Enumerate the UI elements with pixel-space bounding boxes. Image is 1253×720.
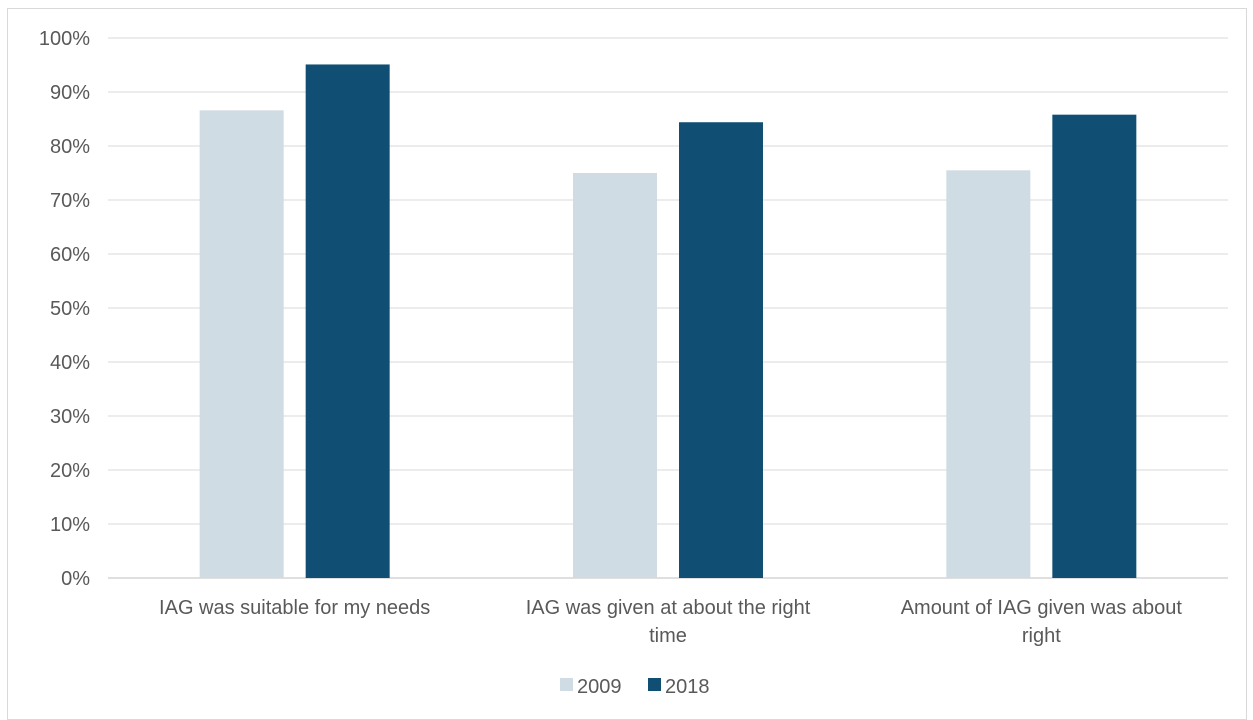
y-tick-label: 80%	[50, 136, 90, 158]
legend: 2009 2018	[560, 676, 710, 698]
bar-2009-3	[946, 170, 1031, 579]
legend-label-2018: 2018	[665, 676, 710, 698]
bar-2009-1	[199, 110, 284, 579]
bar-2018-3	[1052, 114, 1137, 579]
x-category-label: time	[649, 625, 687, 647]
bar-2018-2	[679, 122, 763, 579]
gridlines	[108, 37, 1228, 579]
y-tick-label: 90%	[50, 82, 90, 104]
x-category-label: IAG was given at about the right	[526, 597, 811, 619]
y-tick-label: 50%	[50, 298, 90, 320]
y-tick-label: 100%	[39, 28, 90, 50]
x-axis: IAG was suitable for my needs IAG was giv…	[159, 597, 1182, 647]
legend-swatch-2018	[648, 678, 661, 691]
y-tick-label: 60%	[50, 244, 90, 266]
y-axis: 0% 10% 20% 30% 40% 50% 60% 70% 80% 90% 100%	[39, 28, 90, 590]
y-tick-label: 70%	[50, 190, 90, 212]
legend-swatch-2009	[560, 678, 573, 691]
bar-2018-1	[305, 64, 390, 578]
x-category-label: right	[1022, 625, 1061, 647]
bars	[199, 64, 1137, 579]
y-tick-label: 20%	[50, 460, 90, 482]
y-tick-label: 0%	[61, 568, 90, 590]
x-category-label: Amount of IAG given was about	[901, 597, 1183, 619]
y-tick-label: 10%	[50, 514, 90, 536]
y-tick-label: 30%	[50, 406, 90, 428]
bar-2009-2	[573, 173, 657, 578]
y-tick-label: 40%	[50, 352, 90, 374]
x-category-label: IAG was suitable for my needs	[159, 597, 430, 619]
legend-label-2009: 2009	[577, 676, 622, 698]
